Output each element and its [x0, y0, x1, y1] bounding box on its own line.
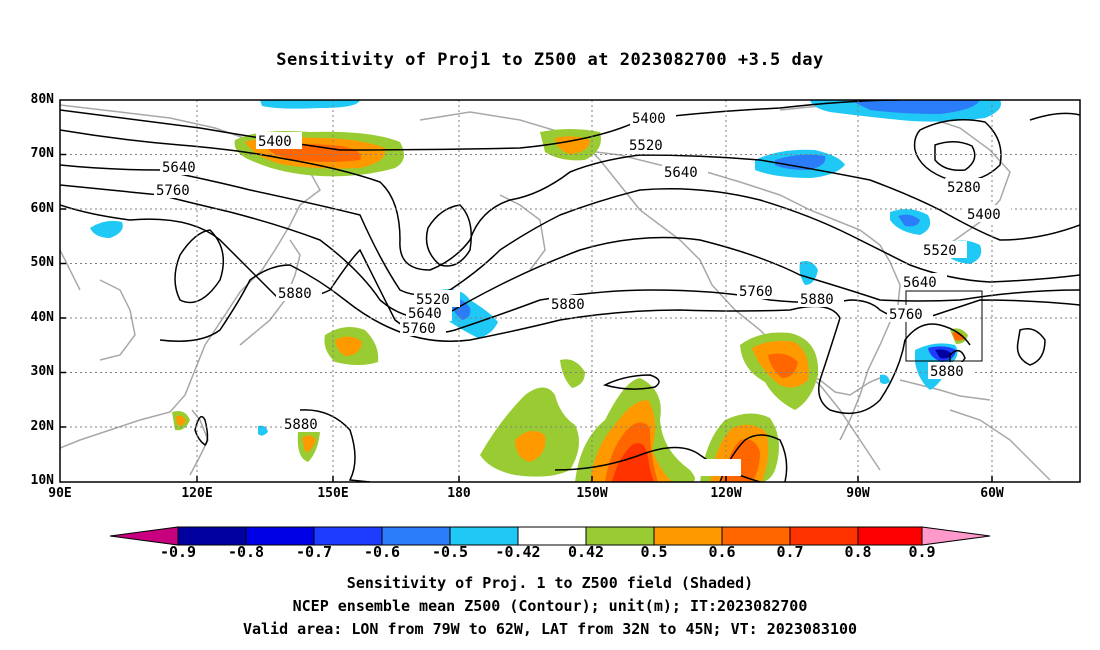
- svg-text:5760: 5760: [889, 307, 923, 323]
- lat-label: 60N: [30, 201, 54, 216]
- contour-label: [695, 459, 741, 476]
- lon-label: 60W: [980, 486, 1004, 501]
- svg-text:5880: 5880: [800, 292, 834, 308]
- contour-label: 5760: [737, 282, 783, 300]
- contour-label: 5760: [154, 181, 200, 199]
- colorbar-label: -0.6: [363, 543, 401, 561]
- lat-label: 50N: [30, 255, 54, 270]
- svg-text:5520: 5520: [923, 243, 957, 259]
- colorbar-label: 0.8: [844, 543, 872, 561]
- colorbar-label: 0.42: [567, 543, 605, 561]
- svg-text:5640: 5640: [903, 275, 937, 291]
- colorbar-label: -0.42: [495, 543, 541, 561]
- contour-label: 5880: [928, 362, 974, 380]
- lat-label: 70N: [30, 146, 54, 161]
- contour-label: 5640: [662, 163, 708, 181]
- lat-label: 80N: [30, 92, 54, 107]
- contour-label: 5400: [256, 132, 302, 150]
- lon-label: 90E: [48, 486, 72, 501]
- lon-label: 120W: [710, 486, 742, 501]
- lon-label: 180: [447, 486, 471, 501]
- svg-text:5640: 5640: [408, 306, 442, 322]
- map-ticks: [60, 153, 993, 482]
- contour-label: 5520: [921, 241, 967, 259]
- lon-label: 150E: [317, 486, 349, 501]
- contour-label: 5640: [901, 273, 947, 291]
- contour-label: 5280: [945, 178, 991, 196]
- contour-label: 5880: [549, 295, 595, 313]
- svg-text:5400: 5400: [967, 207, 1001, 223]
- lat-label: 20N: [30, 419, 54, 434]
- contour-label: 5880: [798, 290, 844, 308]
- colorbar-label: -0.7: [295, 543, 333, 561]
- contour-label: 5400: [630, 109, 676, 127]
- valid-area-box: [905, 290, 983, 362]
- colorbar: [109, 526, 991, 546]
- lat-label: 10N: [30, 473, 54, 488]
- caption-line-1: Sensitivity of Proj. 1 to Z500 field (Sh…: [346, 574, 754, 592]
- svg-text:5520: 5520: [629, 138, 663, 154]
- contour-label: 5640: [406, 304, 452, 322]
- lon-label: 150W: [576, 486, 608, 501]
- colorbar-label: 0.6: [708, 543, 736, 561]
- sensitivity-shading: [90, 100, 1001, 482]
- colorbar-label: -0.5: [431, 543, 469, 561]
- svg-text:5880: 5880: [278, 286, 312, 302]
- colorbar-label: -0.8: [227, 543, 265, 561]
- caption-line-3: Valid area: LON from 79W to 62W, LAT fro…: [242, 620, 858, 638]
- svg-text:5640: 5640: [162, 160, 196, 176]
- svg-text:5760: 5760: [402, 321, 436, 337]
- svg-text:5400: 5400: [258, 134, 292, 150]
- contour-label: 5880: [276, 284, 322, 302]
- coastlines: [60, 104, 1051, 481]
- svg-text:5880: 5880: [551, 297, 585, 313]
- lat-label: 30N: [30, 364, 54, 379]
- figure-title: Sensitivity of Proj1 to Z500 at 20230827…: [276, 50, 824, 70]
- caption-line-2: NCEP ensemble mean Z500 (Contour); unit(…: [292, 597, 808, 615]
- svg-text:5880: 5880: [284, 417, 318, 433]
- colorbar-max-triangle: [921, 526, 991, 546]
- svg-text:5760: 5760: [156, 183, 190, 199]
- colorbar-label: -0.9: [159, 543, 197, 561]
- svg-text:5640: 5640: [664, 165, 698, 181]
- colorbar-label: 0.9: [908, 543, 936, 561]
- contour-label: 5760: [887, 305, 933, 323]
- svg-text:5280: 5280: [947, 180, 981, 196]
- lon-label: 120E: [181, 486, 213, 501]
- contour-label: 5520: [627, 136, 673, 154]
- svg-text:5760: 5760: [739, 284, 773, 300]
- contour-label: 5880: [282, 415, 328, 433]
- colorbar-label: 0.7: [776, 543, 804, 561]
- contour-label: 5400: [965, 205, 1011, 223]
- lat-label: 40N: [30, 310, 54, 325]
- lon-label: 90W: [846, 486, 870, 501]
- contour-label: 5640: [160, 158, 206, 176]
- contour-label: 5760: [400, 319, 446, 337]
- map-frame: [59, 99, 1081, 483]
- colorbar-label: 0.5: [640, 543, 668, 561]
- svg-text:5880: 5880: [930, 364, 964, 380]
- svg-text:5400: 5400: [632, 111, 666, 127]
